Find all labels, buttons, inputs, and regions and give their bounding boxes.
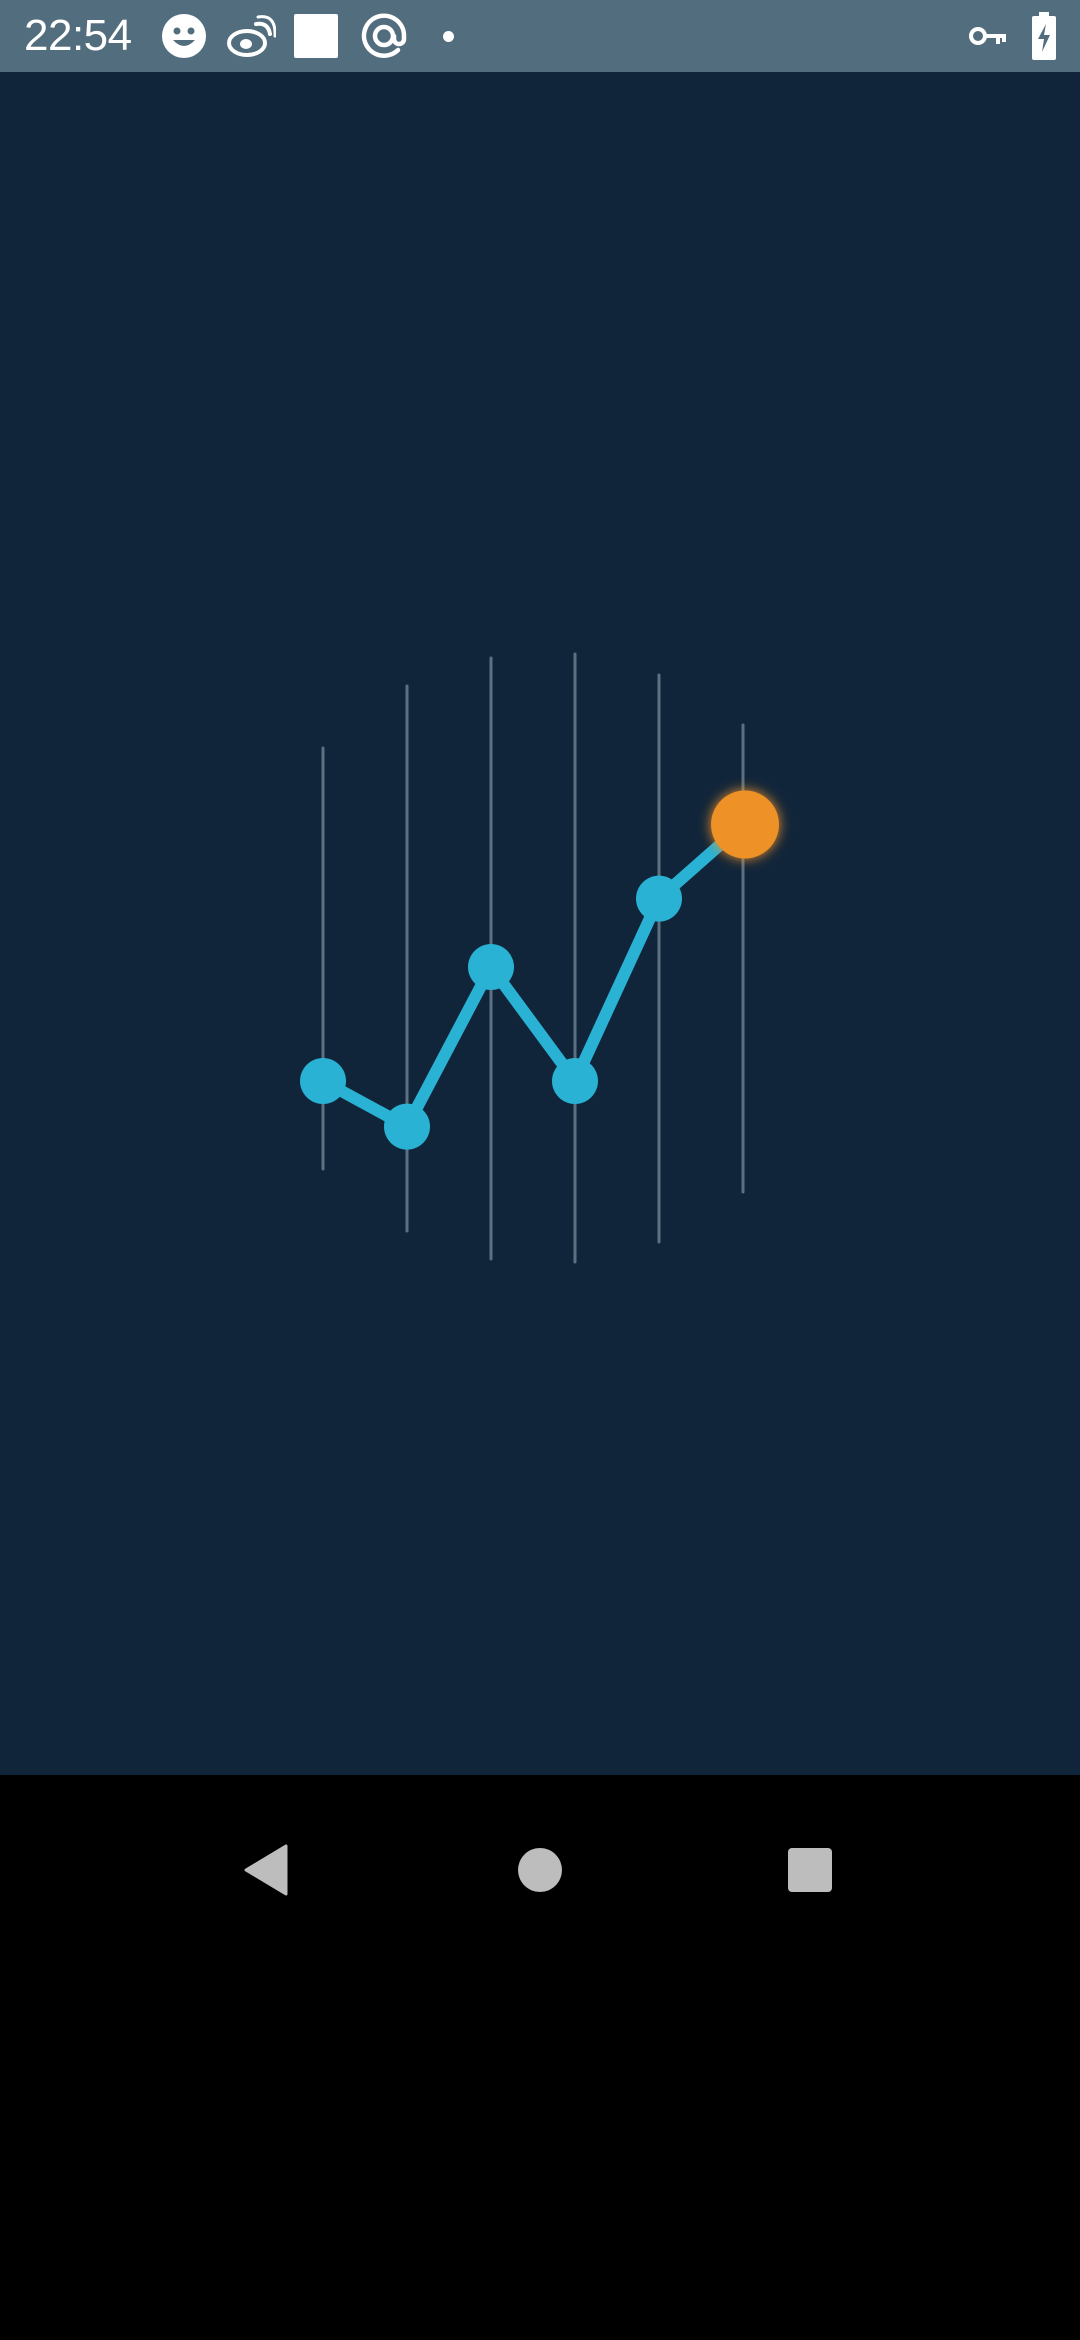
battery-charging-icon xyxy=(1032,12,1056,60)
chart-point-1 xyxy=(300,1058,346,1104)
home-icon xyxy=(518,1848,562,1892)
back-button[interactable] xyxy=(222,1825,312,1915)
dot-icon xyxy=(443,31,454,42)
chart-line-segment-2 xyxy=(401,961,497,1133)
status-bar: 22:54 xyxy=(0,0,1080,72)
chart-line-segment-4 xyxy=(569,892,665,1087)
back-icon xyxy=(244,1844,288,1896)
recents-button[interactable] xyxy=(765,1825,855,1915)
navigation-bar xyxy=(0,1775,1080,2340)
smiley-icon xyxy=(162,14,206,58)
vpn-key-icon xyxy=(969,27,1006,45)
loading-line-chart xyxy=(300,652,779,1264)
chart-line-segment-3 xyxy=(485,961,581,1087)
white-square-icon xyxy=(294,14,338,58)
chart-point-2 xyxy=(384,1103,430,1150)
chart-point-3 xyxy=(468,944,514,990)
chart-point-4 xyxy=(552,1058,598,1104)
app-content xyxy=(0,72,1080,1775)
chart-point-active xyxy=(711,790,779,859)
status-time: 22:54 xyxy=(24,11,132,60)
recents-icon xyxy=(788,1848,832,1892)
weibo-icon xyxy=(227,15,276,57)
home-button[interactable] xyxy=(495,1825,585,1915)
chart-point-5 xyxy=(636,875,682,922)
at-sign-icon xyxy=(361,13,407,58)
